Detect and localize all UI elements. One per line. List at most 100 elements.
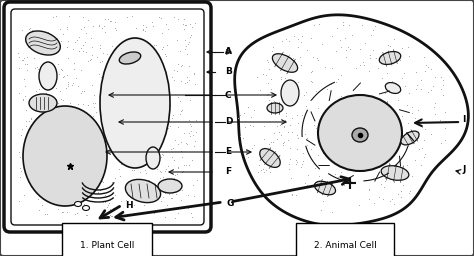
- Point: [294, 121, 301, 125]
- Point: [367, 119, 375, 123]
- Point: [83, 166, 91, 170]
- Point: [361, 110, 369, 114]
- Point: [119, 95, 127, 99]
- Point: [166, 181, 173, 185]
- Point: [185, 131, 192, 135]
- Point: [164, 98, 172, 102]
- Point: [70, 165, 77, 169]
- Text: F: F: [225, 167, 231, 176]
- Point: [66, 175, 73, 179]
- Point: [285, 167, 292, 171]
- Point: [382, 144, 389, 148]
- Point: [185, 40, 193, 44]
- Point: [35, 178, 42, 183]
- Point: [81, 40, 89, 44]
- Point: [27, 45, 35, 49]
- Point: [28, 174, 36, 178]
- Point: [288, 130, 296, 134]
- Point: [31, 171, 38, 175]
- Point: [121, 106, 128, 110]
- Point: [101, 30, 109, 34]
- Point: [365, 188, 373, 192]
- Point: [174, 95, 182, 99]
- Point: [309, 55, 317, 59]
- Point: [177, 99, 184, 103]
- Point: [292, 158, 300, 162]
- Point: [70, 196, 77, 200]
- Point: [55, 128, 62, 132]
- Point: [74, 102, 82, 106]
- Point: [392, 111, 400, 115]
- Point: [355, 136, 363, 141]
- Point: [137, 115, 145, 119]
- Point: [78, 129, 85, 133]
- Point: [154, 63, 161, 67]
- Point: [41, 166, 48, 170]
- Point: [118, 127, 126, 131]
- Point: [366, 152, 374, 156]
- Point: [18, 152, 26, 156]
- Point: [27, 116, 35, 120]
- Point: [83, 130, 91, 134]
- Point: [56, 164, 64, 168]
- Point: [72, 212, 79, 216]
- Point: [367, 104, 375, 108]
- Point: [191, 72, 198, 76]
- Point: [136, 170, 143, 174]
- Point: [164, 27, 171, 31]
- Point: [45, 180, 53, 185]
- Point: [179, 206, 187, 210]
- Point: [19, 58, 27, 62]
- Point: [91, 125, 98, 130]
- Point: [112, 146, 119, 151]
- Point: [150, 43, 158, 47]
- Point: [78, 117, 86, 121]
- Point: [159, 31, 166, 35]
- Point: [47, 134, 55, 138]
- Point: [79, 15, 86, 19]
- Point: [101, 17, 109, 21]
- Point: [89, 45, 96, 49]
- Point: [98, 179, 106, 184]
- Point: [298, 113, 306, 117]
- Point: [283, 37, 290, 41]
- Point: [19, 98, 27, 102]
- Point: [417, 87, 425, 91]
- Point: [337, 45, 345, 49]
- Point: [20, 56, 28, 60]
- Point: [241, 125, 248, 129]
- Point: [20, 77, 28, 81]
- Point: [415, 147, 422, 151]
- Point: [344, 160, 352, 164]
- Point: [46, 165, 53, 169]
- Point: [142, 25, 149, 29]
- Point: [159, 181, 166, 185]
- Point: [127, 124, 135, 128]
- Point: [413, 83, 421, 87]
- Point: [91, 93, 98, 97]
- Point: [168, 196, 176, 200]
- Point: [332, 147, 339, 151]
- Point: [106, 213, 114, 217]
- Point: [328, 145, 335, 149]
- Point: [40, 158, 48, 162]
- Point: [103, 52, 111, 56]
- Point: [32, 32, 40, 36]
- Point: [146, 118, 153, 122]
- Point: [35, 136, 42, 140]
- Point: [58, 39, 65, 43]
- Point: [273, 137, 280, 141]
- Point: [91, 162, 99, 166]
- Point: [346, 100, 354, 104]
- Point: [24, 151, 32, 155]
- Point: [315, 174, 323, 178]
- Point: [334, 77, 342, 81]
- Point: [332, 122, 339, 126]
- Point: [20, 193, 28, 197]
- Point: [35, 87, 43, 91]
- Point: [421, 152, 429, 156]
- Point: [15, 150, 23, 154]
- Point: [381, 140, 389, 144]
- Point: [380, 197, 387, 201]
- Point: [46, 187, 54, 191]
